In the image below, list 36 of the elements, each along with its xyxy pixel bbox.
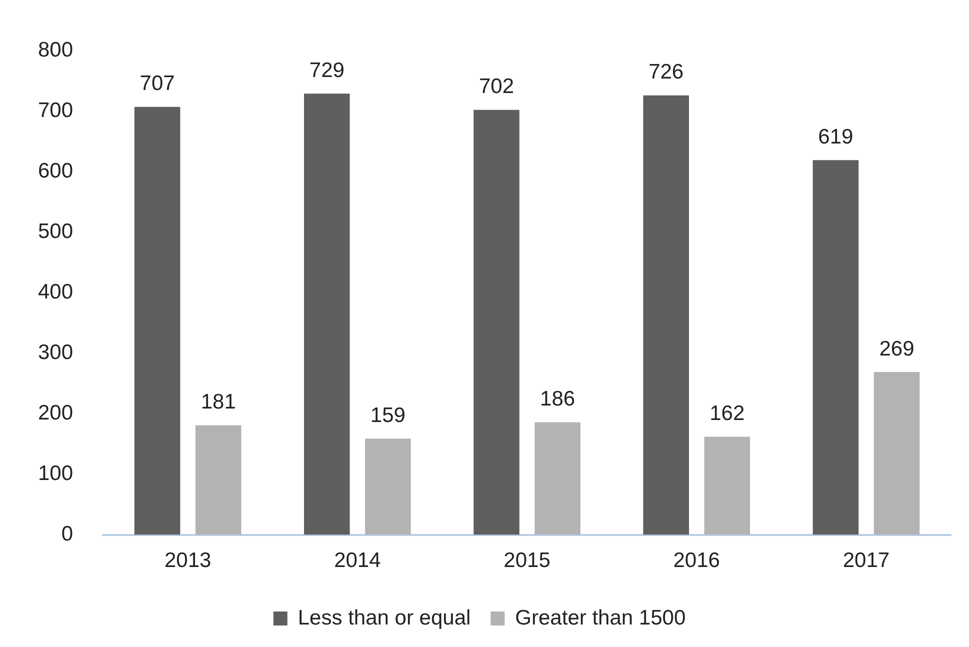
y-tick-label: 200	[38, 402, 74, 425]
legend-label: Greater than 1500	[515, 606, 686, 630]
x-tick-label: 2016	[673, 549, 720, 572]
data-label: 619	[818, 125, 854, 148]
y-tick-label: 500	[38, 220, 74, 243]
x-tick-label: 2017	[842, 549, 890, 572]
y-tick-label: 700	[38, 98, 74, 122]
y-tick-label: 300	[38, 341, 74, 364]
data-label: 702	[478, 75, 514, 98]
data-label: 186	[540, 388, 576, 411]
data-label: 159	[370, 404, 406, 427]
y-tick-label: 600	[38, 159, 74, 182]
legend-label: Less than or equal	[298, 606, 471, 630]
bar	[704, 436, 750, 535]
bar	[304, 94, 350, 535]
bar	[643, 95, 689, 535]
x-tick-label: 2014	[334, 549, 382, 572]
data-label: 729	[309, 58, 344, 82]
bar	[534, 422, 580, 535]
x-tick-label: 2015	[504, 549, 550, 572]
bar	[474, 110, 520, 535]
bar	[195, 425, 242, 535]
y-tick-label: 100	[38, 462, 74, 486]
data-label: 162	[710, 402, 745, 426]
x-tick-label: 2013	[164, 549, 212, 572]
data-label: 181	[200, 390, 236, 414]
bar	[365, 438, 411, 535]
data-label: 707	[140, 72, 175, 96]
y-tick-label: 0	[61, 522, 74, 546]
data-label: 269	[879, 337, 914, 360]
data-label: 726	[648, 60, 684, 84]
y-tick-label: 400	[38, 280, 74, 304]
y-tick-label: 800	[38, 38, 74, 62]
bar	[134, 106, 180, 535]
bar	[874, 372, 920, 535]
bar	[812, 160, 859, 535]
